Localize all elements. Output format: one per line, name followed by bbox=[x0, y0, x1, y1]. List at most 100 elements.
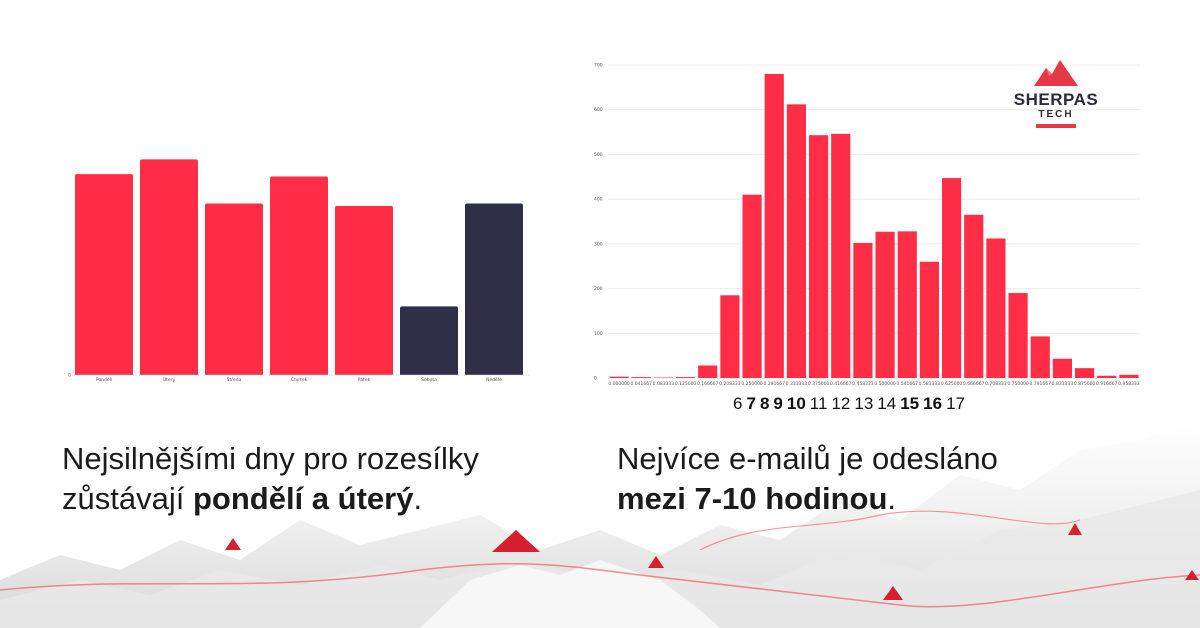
sherpas-tech-logo: SHERPAS TECH bbox=[1010, 60, 1100, 132]
hour-label: 14 bbox=[877, 394, 897, 413]
hourly-bar bbox=[609, 376, 629, 378]
hourly-bar bbox=[742, 194, 762, 378]
weekday-bars bbox=[75, 159, 523, 375]
hourly-bar bbox=[897, 231, 917, 378]
weekday-tick-label: Sobota bbox=[421, 377, 437, 383]
left-caption-line1: Nejsilnějšími dny pro rozesílky bbox=[62, 441, 479, 476]
logo-underline bbox=[1036, 124, 1076, 128]
x-tick-label: 0.291667 bbox=[764, 381, 786, 387]
x-tick-label: 0.041667 bbox=[631, 381, 653, 387]
hourly-bar bbox=[676, 377, 696, 378]
weekday-tick-label: Pondělí bbox=[96, 376, 113, 383]
x-tick-label: 0.166667 bbox=[697, 381, 719, 387]
weekday-tick-label: Středa bbox=[227, 376, 242, 383]
hourly-bar bbox=[919, 261, 939, 378]
logo-name: SHERPAS bbox=[1013, 90, 1099, 109]
x-tick-label: 0.458333 bbox=[852, 381, 874, 387]
hourly-bar bbox=[786, 104, 806, 378]
hourly-bar bbox=[1075, 368, 1095, 378]
right-caption-line1: Nejvíce e-mailů je odesláno bbox=[617, 441, 998, 476]
hourly-bar bbox=[698, 365, 718, 378]
left-caption-pre: zůstávají bbox=[62, 481, 193, 516]
logo-subtitle: TECH bbox=[1038, 109, 1074, 120]
hourly-bar bbox=[764, 73, 784, 378]
hour-label: 10 bbox=[786, 394, 806, 413]
x-tick-label: 0.875000 bbox=[1074, 381, 1096, 387]
weekday-bar bbox=[140, 159, 198, 375]
hour-label: 11 bbox=[809, 394, 828, 413]
hourly-bar bbox=[986, 238, 1006, 378]
y-tick-labels: 0 100 200 300 400 500 600 700 bbox=[594, 63, 603, 382]
weekday-bar bbox=[270, 176, 328, 375]
left-caption-post: . bbox=[413, 481, 423, 516]
hourly-bar bbox=[809, 135, 829, 378]
x-tick-label: 0.416667 bbox=[830, 381, 852, 387]
weekday-tick-label: Pátek bbox=[358, 376, 371, 383]
x-tick-label: 0.500000 bbox=[874, 381, 896, 387]
x-tick-label: 0.625000 bbox=[941, 381, 963, 387]
weekday-tick-label: Čtvrtek bbox=[291, 376, 308, 383]
x-tick-label: 0.750000 bbox=[1007, 381, 1029, 387]
x-tick-label: 0.916667 bbox=[1096, 381, 1118, 387]
hourly-bar bbox=[720, 295, 740, 378]
hour-labels: 6 7 8 9 10 11 12 13 14 15 16 17 bbox=[733, 392, 965, 416]
left-caption-bold: pondělí a úterý bbox=[192, 481, 414, 516]
weekday-tick-labels: Pondělí Úterý Středa Čtvrtek Pátek Sobota Nedě… bbox=[96, 376, 502, 383]
weekday-bar bbox=[400, 306, 458, 375]
weekday-bar bbox=[465, 203, 523, 375]
hourly-bar bbox=[875, 231, 895, 378]
y-tick-label: 500 bbox=[594, 152, 603, 158]
x-tick-label: 0.333333 bbox=[786, 381, 808, 387]
y-tick-label: 700 bbox=[594, 63, 603, 69]
hour-label: 15 bbox=[900, 394, 920, 413]
y-zero-label: 0 bbox=[68, 373, 71, 379]
x-tick-label: 0.833333 bbox=[1052, 381, 1074, 387]
hour-label: 6 bbox=[733, 394, 743, 413]
weekday-bar-chart: Pondělí Úterý Středa Čtvrtek Pátek Sobota Nedě… bbox=[68, 159, 530, 383]
hour-label: 8 bbox=[759, 394, 770, 413]
x-tick-label: 0.125000 bbox=[675, 381, 697, 387]
hourly-bar bbox=[1097, 375, 1117, 378]
right-caption-line2: mezi 7-10 hodinou. bbox=[617, 479, 1137, 519]
left-caption: Nejsilnějšími dny pro rozesílky zůstávaj… bbox=[62, 439, 582, 519]
x-tick-label: 0.791667 bbox=[1030, 381, 1052, 387]
x-tick-label: 0.541667 bbox=[897, 381, 919, 387]
weekday-bar bbox=[75, 174, 133, 375]
hour-label: 12 bbox=[831, 394, 851, 413]
weekday-bar bbox=[335, 205, 393, 375]
hour-label: 9 bbox=[773, 394, 783, 413]
hour-label: 16 bbox=[923, 394, 943, 413]
y-tick-label: 100 bbox=[594, 331, 603, 337]
x-tick-label: 0.000000 bbox=[608, 381, 630, 387]
weekday-bar bbox=[205, 203, 263, 375]
hourly-bar bbox=[1008, 293, 1028, 378]
hourly-bar bbox=[831, 133, 851, 378]
x-tick-label: 0.208333 bbox=[719, 381, 741, 387]
hourly-bar bbox=[1052, 358, 1072, 378]
hourly-bar bbox=[853, 242, 873, 378]
gridlines bbox=[608, 64, 1140, 379]
weekday-tick-label: Úterý bbox=[163, 376, 176, 383]
x-tick-label: 0.708333 bbox=[985, 381, 1007, 387]
right-caption-bold: mezi 7-10 hodinou bbox=[617, 481, 888, 516]
hour-label: 7 bbox=[746, 394, 756, 413]
x-tick-label: 0.958333 bbox=[1118, 381, 1140, 387]
x-tick-label: 0.375000 bbox=[808, 381, 830, 387]
hourly-bar bbox=[1119, 374, 1139, 378]
x-tick-label: 0.250000 bbox=[741, 381, 763, 387]
y-tick-label: 600 bbox=[594, 107, 603, 113]
hourly-bar bbox=[964, 214, 984, 378]
hourly-bars bbox=[609, 73, 1139, 378]
x-tick-labels: 0.000000 0.041667 0.083333 0.125000 0.166667… bbox=[608, 381, 1139, 387]
mountain-logo-icon bbox=[1034, 60, 1078, 86]
right-caption-post: . bbox=[887, 481, 897, 516]
y-tick-label: 300 bbox=[594, 241, 603, 247]
terrain-background bbox=[0, 420, 1200, 628]
hourly-bar bbox=[1030, 336, 1050, 378]
x-tick-label: 0.083333 bbox=[653, 381, 675, 387]
hour-label: 17 bbox=[946, 394, 965, 413]
y-tick-label: 0 bbox=[594, 376, 597, 382]
hourly-bar bbox=[631, 377, 651, 378]
hour-label: 13 bbox=[854, 394, 874, 413]
